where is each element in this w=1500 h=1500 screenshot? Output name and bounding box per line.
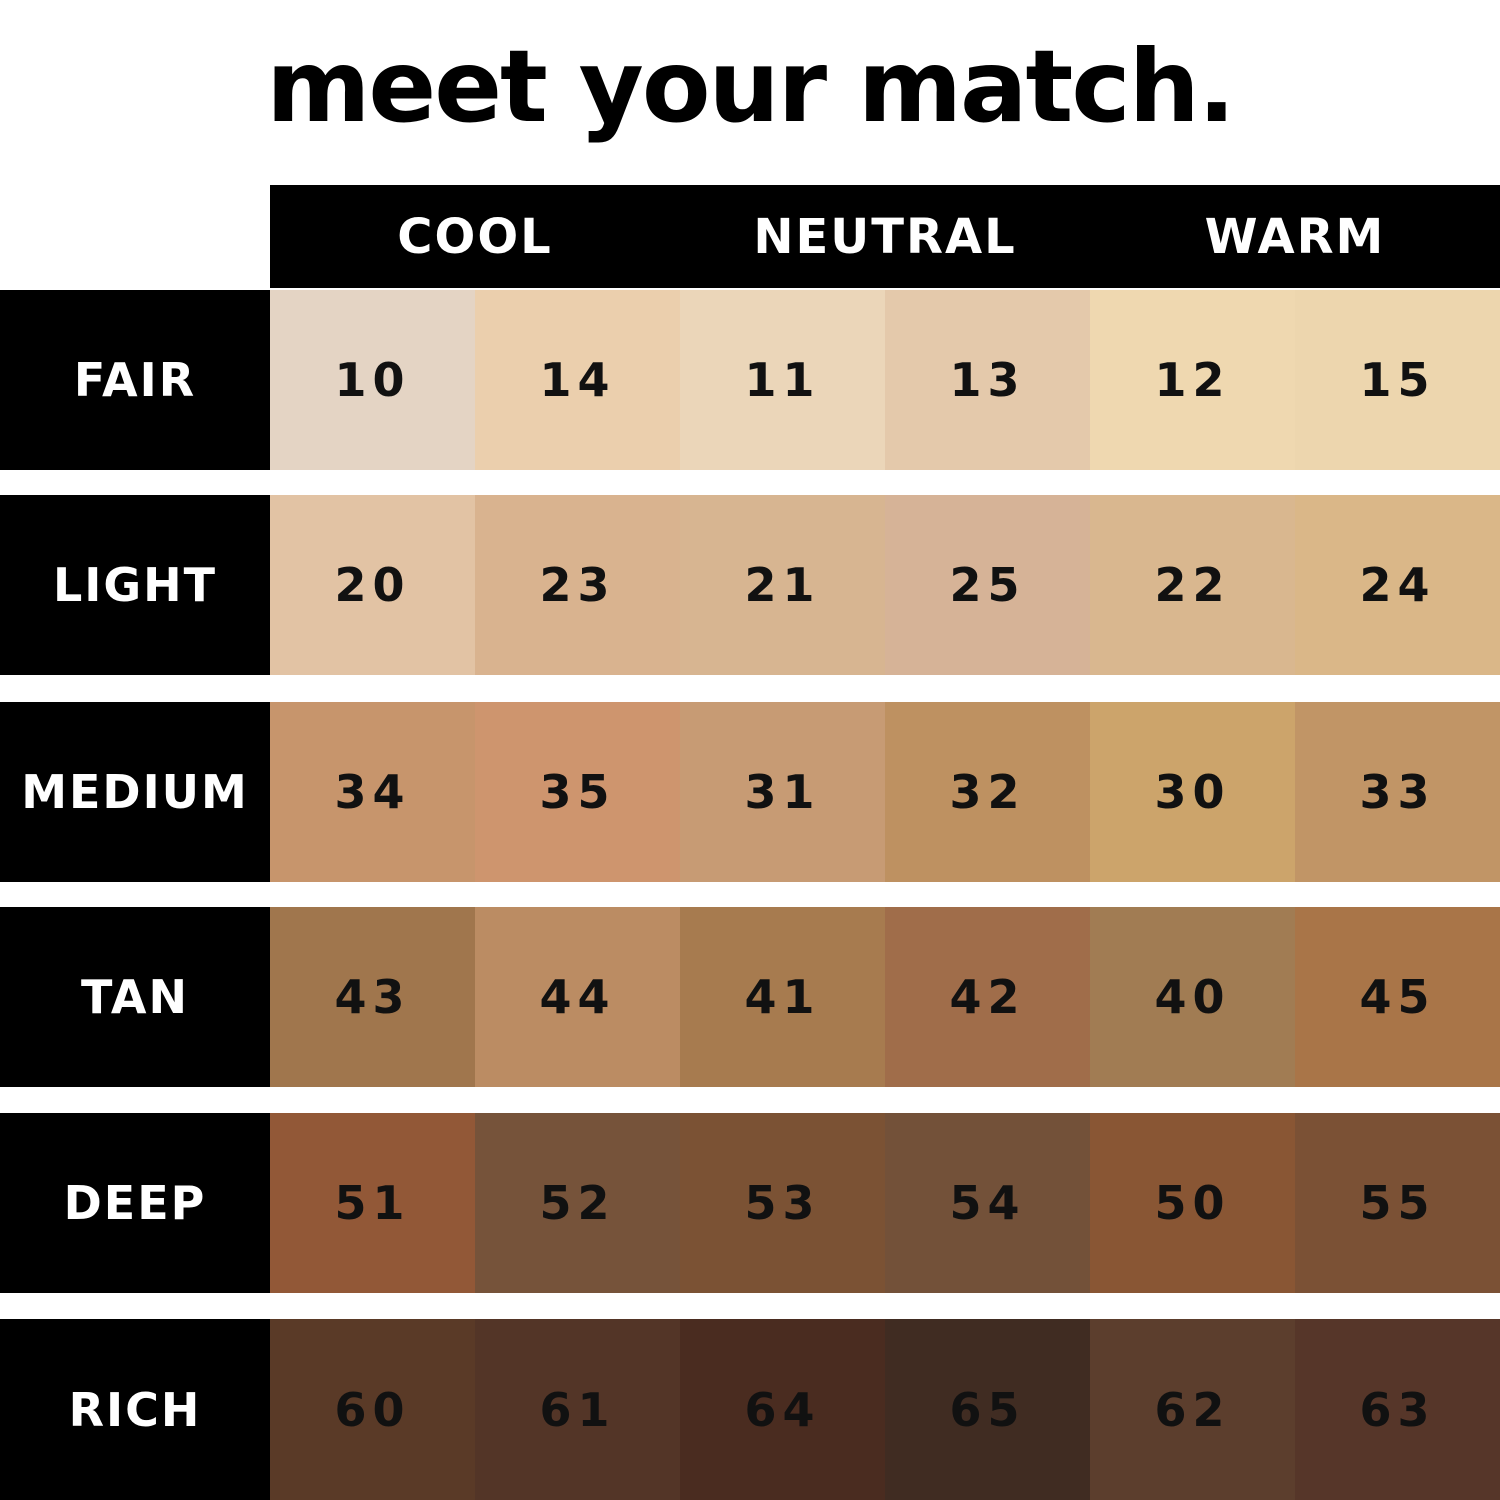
- shade-swatch: 11: [680, 290, 885, 470]
- undertone-header: COOL NEUTRAL WARM: [270, 185, 1500, 288]
- shade-swatch: 23: [475, 495, 680, 675]
- shade-swatch: 55: [1295, 1113, 1500, 1293]
- shade-swatch: 31: [680, 702, 885, 882]
- shade-swatch: 44: [475, 907, 680, 1087]
- column-header-cool: COOL: [397, 208, 553, 265]
- shade-swatch: 20: [270, 495, 475, 675]
- shade-swatch: 34: [270, 702, 475, 882]
- shade-swatch: 50: [1090, 1113, 1295, 1293]
- row-label: FAIR: [0, 290, 270, 470]
- page-title: meet your match.: [266, 28, 1236, 145]
- shade-swatch: 25: [885, 495, 1090, 675]
- shade-swatch: 24: [1295, 495, 1500, 675]
- shade-swatch: 52: [475, 1113, 680, 1293]
- shade-row-fair: FAIR 10 14 11 13 12 15: [0, 290, 1500, 470]
- shade-swatch: 21: [680, 495, 885, 675]
- shade-row-light: LIGHT 20 23 21 25 22 24: [0, 495, 1500, 675]
- column-header-neutral: NEUTRAL: [753, 208, 1017, 265]
- shade-swatch: 41: [680, 907, 885, 1087]
- shade-swatch: 61: [475, 1319, 680, 1500]
- shade-swatch: 54: [885, 1113, 1090, 1293]
- shade-swatch: 63: [1295, 1319, 1500, 1500]
- shade-row-tan: TAN 43 44 41 42 40 45: [0, 907, 1500, 1087]
- shade-swatch: 33: [1295, 702, 1500, 882]
- shade-row-rich: RICH 60 61 64 65 62 63: [0, 1319, 1500, 1500]
- shade-swatch: 53: [680, 1113, 885, 1293]
- row-label: TAN: [0, 907, 270, 1087]
- shade-swatch: 30: [1090, 702, 1295, 882]
- shade-swatch: 14: [475, 290, 680, 470]
- shade-swatch: 22: [1090, 495, 1295, 675]
- shade-row-medium: MEDIUM 34 35 31 32 30 33: [0, 702, 1500, 882]
- row-label: MEDIUM: [0, 702, 270, 882]
- shade-swatch: 51: [270, 1113, 475, 1293]
- shade-swatch: 62: [1090, 1319, 1295, 1500]
- shade-row-deep: DEEP 51 52 53 54 50 55: [0, 1113, 1500, 1293]
- shade-swatch: 45: [1295, 907, 1500, 1087]
- shade-swatch: 65: [885, 1319, 1090, 1500]
- shade-swatch: 10: [270, 290, 475, 470]
- shade-swatch: 13: [885, 290, 1090, 470]
- shade-swatch: 60: [270, 1319, 475, 1500]
- column-header-warm: WARM: [1204, 208, 1386, 265]
- shade-swatch: 35: [475, 702, 680, 882]
- shade-swatch: 43: [270, 907, 475, 1087]
- row-label: DEEP: [0, 1113, 270, 1293]
- row-label: LIGHT: [0, 495, 270, 675]
- shade-swatch: 32: [885, 702, 1090, 882]
- shade-swatch: 40: [1090, 907, 1295, 1087]
- shade-swatch: 15: [1295, 290, 1500, 470]
- row-label: RICH: [0, 1319, 270, 1500]
- shade-swatch: 64: [680, 1319, 885, 1500]
- shade-swatch: 42: [885, 907, 1090, 1087]
- shade-swatch: 12: [1090, 290, 1295, 470]
